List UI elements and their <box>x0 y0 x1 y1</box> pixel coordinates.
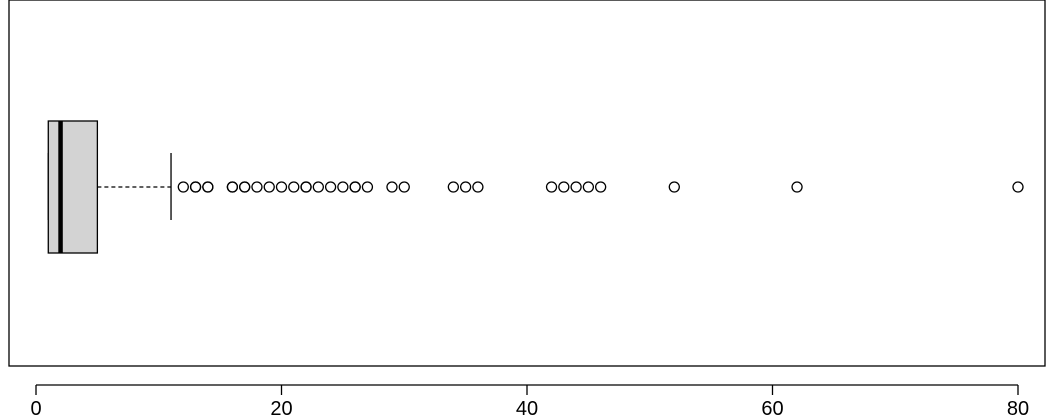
outlier-point <box>472 181 484 193</box>
outlier-point <box>398 181 410 193</box>
outlier-point <box>251 181 263 193</box>
x-tick-label: 0 <box>30 398 41 419</box>
x-tick-label: 80 <box>1007 398 1029 419</box>
outlier-point <box>239 181 251 193</box>
outlier-point <box>226 181 239 193</box>
outlier-point <box>386 181 398 193</box>
outlier-point <box>324 181 337 193</box>
outlier-point <box>288 181 300 193</box>
outlier-point <box>337 181 349 193</box>
outlier-point <box>1012 181 1024 193</box>
outlier-point <box>275 181 288 193</box>
plot-frame <box>8 0 1046 367</box>
outlier-point <box>263 181 275 193</box>
outlier-point <box>582 181 595 193</box>
x-axis: 0 20 40 60 80 <box>30 384 1029 419</box>
outlier-point <box>545 181 558 193</box>
outlier-point <box>202 181 214 193</box>
outlier-point <box>570 181 582 193</box>
outlier-point <box>447 181 460 193</box>
box-layer <box>47 120 172 254</box>
outlier-point <box>300 181 312 193</box>
x-tick-label: 40 <box>516 398 538 419</box>
x-tick-label: 20 <box>270 398 292 419</box>
outlier-point <box>668 181 680 193</box>
outlier-layer <box>177 181 1024 193</box>
outlier-point <box>177 181 189 193</box>
outlier-point <box>312 181 324 193</box>
outlier-point <box>791 181 803 193</box>
x-tick-label: 60 <box>761 398 783 419</box>
outlier-point <box>189 181 202 193</box>
iqr-box <box>47 120 99 254</box>
outlier-point <box>594 181 607 193</box>
outlier-point <box>361 181 374 193</box>
outlier-point <box>349 181 361 193</box>
outlier-point <box>459 181 472 193</box>
outlier-point <box>558 181 570 193</box>
